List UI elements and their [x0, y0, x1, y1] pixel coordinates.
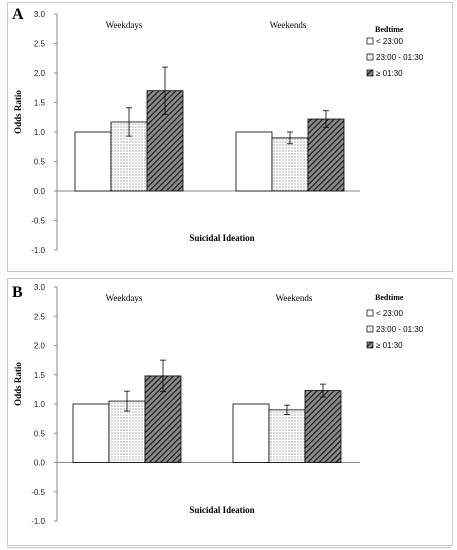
chart-a-x-label: Suicidal Ideation — [189, 233, 254, 243]
chart-b-y-label: Odds Ratio — [13, 362, 23, 406]
chart-a-bar — [74, 131, 112, 192]
chart-b-y-tick-label: 2.0 — [34, 342, 46, 351]
chart-a-legend-title: Bedtime — [375, 25, 404, 34]
bottom-rule — [7, 547, 451, 548]
chart-b-y-tick-label: 1.5 — [34, 371, 46, 380]
chart-b-y-tick-label: 0.5 — [34, 429, 46, 438]
chart-a-y-tick-label: 1.5 — [34, 99, 46, 108]
chart-a-bar — [271, 137, 309, 192]
chart-b-y-tick-label: 2.5 — [34, 312, 46, 321]
chart-a-group-label: Weekends — [270, 20, 307, 30]
chart-b-legend-label: ≥ 01:30 — [376, 341, 403, 350]
chart-b-y-tick-label: -0.5 — [31, 488, 45, 497]
chart-a-y-tick-label: 0.5 — [34, 158, 46, 167]
chart-b-group-label: Weekdays — [106, 293, 143, 303]
chart-a-legend-label: < 23:00 — [376, 37, 403, 46]
chart-b-bar — [304, 390, 342, 463]
chart-b-legend-swatch — [366, 341, 374, 349]
chart-b-y-tick-label: 0.0 — [34, 459, 46, 468]
chart-a-y-tick-label: 1.0 — [34, 128, 46, 137]
chart-a-y-tick-label: -0.5 — [31, 217, 45, 226]
chart-b-group-label: Weekends — [276, 293, 313, 303]
chart-b-legend-label: 23:00 - 01:30 — [376, 325, 424, 334]
chart-b-y-tick-label: -1.0 — [31, 517, 45, 526]
chart-a-y-tick-label: 2.5 — [34, 40, 46, 49]
chart-a: 3.0 2.5 2.0 1.5 1.0 0.5 0.0 -0.5 -1.0 Odds Ratio S… — [13, 10, 424, 255]
chart-b-legend-title: Bedtime — [375, 293, 404, 302]
chart-b-y-tick-label: 3.0 — [34, 283, 46, 292]
panel-letter-b: B — [12, 284, 23, 301]
panel-letter-a: A — [12, 6, 24, 23]
chart-a-group-label: Weekdays — [106, 20, 143, 30]
chart-a-y-tick-label: -1.0 — [31, 246, 45, 255]
chart-b-bar — [72, 403, 110, 463]
chart-a-legend-swatch — [366, 69, 374, 77]
chart-a-bar — [235, 131, 273, 192]
chart-b-legend-label: < 23:00 — [376, 309, 403, 318]
chart-a-legend-swatch — [366, 37, 374, 45]
chart-a-y-label: Odds Ratio — [13, 90, 23, 134]
chart-b-legend-swatch — [366, 309, 374, 317]
chart-b: 3.0 2.5 2.0 1.5 1.0 0.5 0.0 -0.5 -1.0 Odds Ratio S… — [13, 283, 424, 526]
chart-a-bar — [307, 118, 345, 192]
chart-a-legend-swatch — [366, 53, 374, 61]
chart-a-y-tick-label: 3.0 — [34, 10, 46, 19]
chart-a-y-tick-label: 2.0 — [34, 69, 46, 78]
chart-b-x-label: Suicidal Ideation — [189, 505, 254, 515]
chart-b-bar — [268, 409, 306, 463]
chart-b-legend-swatch — [366, 325, 374, 333]
chart-a-legend-label: ≥ 01:30 — [376, 69, 403, 78]
chart-b-bar — [232, 403, 270, 463]
chart-a-y-tick-label: 0.0 — [34, 187, 46, 196]
chart-b-y-tick-label: 1.0 — [34, 400, 46, 409]
chart-a-legend-label: 23:00 - 01:30 — [376, 53, 424, 62]
